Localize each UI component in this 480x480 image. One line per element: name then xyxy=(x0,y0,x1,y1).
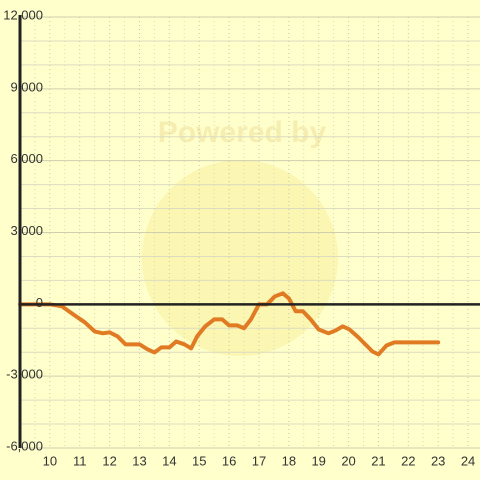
x-tick-label: 24 xyxy=(461,453,475,468)
x-tick-label: 16 xyxy=(222,453,236,468)
x-tick-label: 18 xyxy=(282,453,296,468)
y-tick-label: -6,000 xyxy=(6,438,43,453)
grid xyxy=(20,16,480,449)
x-tick-label: 17 xyxy=(252,453,266,468)
x-tick-label: 19 xyxy=(311,453,325,468)
x-tick-label: 22 xyxy=(401,453,415,468)
plot xyxy=(18,291,441,357)
data-line xyxy=(18,291,441,357)
y-tick-label: 9,000 xyxy=(10,79,43,94)
x-tick-label: 11 xyxy=(73,453,87,468)
x-tick-label: 23 xyxy=(431,453,445,468)
x-tick-label: 13 xyxy=(132,453,146,468)
x-tick-label: 14 xyxy=(162,453,176,468)
x-tick-label: 15 xyxy=(192,453,206,468)
x-tick-label: 12 xyxy=(102,453,116,468)
y-tick-label: 0 xyxy=(36,295,43,310)
x-tick-label: 20 xyxy=(341,453,355,468)
x-tick-label: 10 xyxy=(43,453,57,468)
y-tick-label: 3,000 xyxy=(10,223,43,238)
y-tick-label: 12,000 xyxy=(3,7,43,22)
y-tick-label: -3,000 xyxy=(6,367,43,382)
watermark: Powered by xyxy=(158,116,327,149)
y-tick-label: 6,000 xyxy=(10,151,43,166)
x-tick-label: 21 xyxy=(371,453,385,468)
